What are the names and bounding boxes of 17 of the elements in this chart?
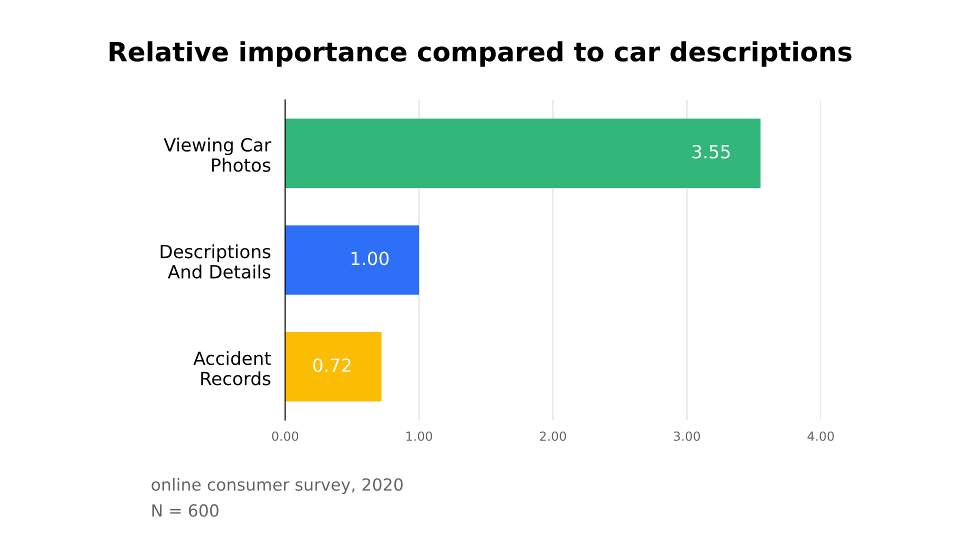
- data-label: 3.55: [692, 144, 730, 159]
- text: online consumer survey, 2020: [152, 478, 403, 494]
- x-tick-label: 4.00: [807, 431, 834, 441]
- x-tick-label: 1.00: [406, 431, 432, 441]
- chart-title: Relative importance compared to car descriptions: [110, 41, 852, 67]
- y-tick-label: Accident Records: [193, 351, 271, 386]
- x-tick-label: 2.00: [540, 431, 566, 441]
- y-tick-label: Viewing Car Photos: [164, 138, 272, 172]
- data-label: 1.00: [352, 252, 389, 266]
- bar: [285, 225, 420, 295]
- y-tick-label: Descriptions And Details: [160, 244, 270, 279]
- text: N = 600: [152, 504, 218, 517]
- x-tick-label: 0.00: [272, 431, 298, 441]
- bar: [285, 332, 382, 402]
- x-tick-label: 3.00: [674, 431, 700, 441]
- data-label: 0.72: [313, 358, 350, 372]
- bar: [285, 118, 761, 188]
